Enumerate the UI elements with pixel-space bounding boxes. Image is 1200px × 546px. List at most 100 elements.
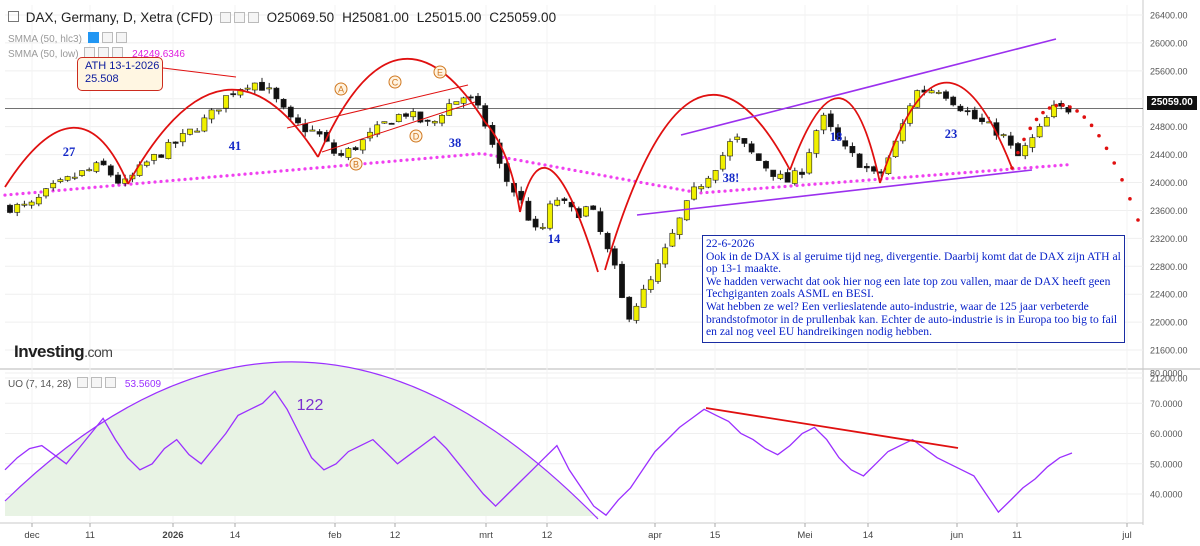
smma-dot (579, 169, 583, 174)
smma-dot (165, 179, 169, 183)
visibility-icon[interactable] (77, 377, 89, 388)
wave-count-label: 14 (548, 232, 561, 246)
smma-dot (315, 166, 319, 170)
time-tick-label: dec (24, 530, 40, 541)
bull-candle (165, 139, 172, 160)
smma-dot (603, 174, 607, 178)
bull-candle (640, 284, 647, 308)
smma-dot (387, 159, 391, 164)
smma-dot (201, 176, 205, 180)
candle-body (820, 114, 827, 131)
smma-dot (669, 186, 673, 190)
ohlc-high: H25081.00 (342, 10, 410, 25)
smma-dot (15, 192, 19, 196)
smma-dot (939, 172, 943, 177)
candle-body (741, 138, 748, 144)
candle-body (676, 217, 683, 235)
close-icon[interactable] (115, 32, 127, 43)
candle-body (50, 183, 57, 189)
bull-candle (907, 103, 913, 127)
bear-candle (784, 168, 791, 183)
smma-dot (1029, 165, 1033, 170)
candle-body (28, 201, 35, 206)
smma-dot (141, 181, 145, 185)
candle-body (727, 141, 733, 157)
close-icon[interactable] (105, 377, 117, 388)
smma-dot (735, 188, 739, 192)
uo-tick-label: 60.0000 (1150, 429, 1183, 439)
bull-candle (554, 197, 561, 207)
time-tick-label: Mei (797, 530, 812, 541)
candle-body (43, 188, 49, 197)
bear-candle (590, 205, 597, 211)
smma-dot (333, 164, 337, 168)
smma-dot (639, 180, 643, 185)
price-tick-label: 23200.00 (1150, 234, 1188, 244)
smma-dot (585, 171, 589, 175)
bear-candle (1007, 131, 1014, 149)
collapse-icon[interactable] (8, 11, 19, 22)
bull-candle (928, 88, 935, 94)
ath-value: 25.508 (85, 73, 119, 85)
smma-dot (663, 185, 667, 189)
projection-dot (1068, 105, 1072, 109)
smma-dot (399, 158, 403, 163)
pattern-circle (433, 65, 447, 79)
ath-connector (162, 67, 237, 78)
price-tick-label: 23600.00 (1150, 206, 1188, 216)
smma-dot (771, 185, 775, 189)
bull-candle (712, 169, 719, 184)
candle-body (950, 96, 957, 106)
settings-icon[interactable] (91, 377, 103, 388)
bear-candle (799, 168, 805, 179)
smma-dot (267, 170, 271, 174)
close-icon[interactable] (247, 12, 259, 23)
candle-body (863, 165, 870, 169)
candle-body (345, 148, 352, 158)
uo-legend[interactable]: UO (7, 14, 28) 53.5609 (8, 377, 161, 390)
candle-body (806, 152, 813, 174)
candle-body (187, 128, 193, 135)
smma-dot (69, 187, 73, 191)
bear-candle (280, 98, 287, 110)
bull-candle (1000, 133, 1007, 138)
visibility-icon[interactable] (87, 32, 99, 43)
bull-candle (727, 138, 733, 161)
bull-candle (309, 125, 316, 132)
candle-body (1000, 134, 1007, 137)
candle-body (316, 131, 323, 135)
bear-candle (626, 296, 633, 323)
smma-dot (981, 169, 985, 173)
pattern-circle (388, 75, 402, 89)
smma-dot (237, 173, 241, 177)
price-tick-label: 24400.00 (1150, 150, 1188, 160)
time-tick-label: mrt (479, 530, 493, 541)
smma-dot (873, 177, 877, 182)
smma-dot (465, 153, 469, 157)
bull-candle (813, 129, 820, 158)
source-icon[interactable] (233, 12, 245, 23)
bull-candle (223, 95, 229, 113)
bull-candle (539, 222, 546, 231)
smma-dot (651, 183, 655, 187)
smma-dot (699, 191, 703, 195)
candle-body (295, 117, 301, 124)
last-price-tag: 25059.00 (1147, 96, 1197, 110)
price-tick-label: 25600.00 (1150, 66, 1188, 76)
pattern-circle (409, 129, 423, 143)
bull-candle (734, 133, 741, 143)
bear-candle (172, 141, 179, 148)
smma-dot (363, 162, 367, 166)
sma1-legend[interactable]: SMMA (50, hlc3) (8, 32, 127, 45)
settings-icon[interactable] (219, 12, 231, 23)
candle-body (971, 109, 978, 120)
smma-dot (147, 180, 151, 185)
smma-dot (321, 165, 325, 169)
bull-candle (676, 217, 683, 240)
smma-dot (687, 189, 691, 193)
bull-candle (251, 82, 258, 95)
candle-body (597, 211, 604, 232)
smma-dot (423, 156, 427, 161)
bear-candle (287, 105, 294, 121)
settings-icon[interactable] (101, 32, 113, 43)
